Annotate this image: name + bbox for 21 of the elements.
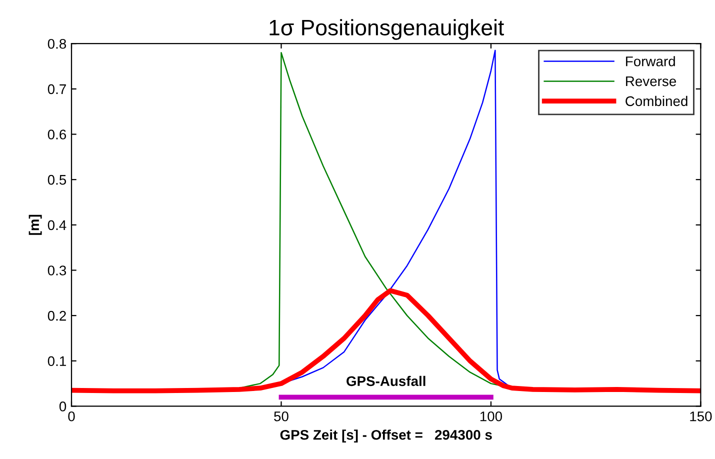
y-tick-label: 0.5 [48,174,66,185]
x-tick-label: 100 [480,411,502,422]
y-tick-label: 0.8 [48,38,66,49]
x-tick-label: 150 [690,411,712,422]
annotation: GPS-Ausfall [346,376,426,386]
y-tick-label: 0 [59,402,66,412]
y-tick-label: 0.4 [48,220,66,230]
y-tick-label: 0.3 [48,266,66,276]
x-axis-title: GPS Zeit [s] - Offset = 294300 s [280,430,492,443]
line-series [72,288,701,394]
x-tick-label: 0 [68,411,75,422]
y-tick-label: 0.2 [48,310,66,321]
chart-title: 1σ Positionsgenauigkeit [270,19,504,40]
legend-label: Reverse [626,76,676,86]
y-axis-title: [m] [28,214,42,235]
x-tick-label: 50 [274,411,288,422]
legend-label: Combined [626,96,688,106]
legend-label: Forward [626,56,675,66]
y-tick-label: 0.1 [48,356,66,366]
y-tick-label: 0.6 [48,130,66,140]
y-tick-label: 0.7 [48,84,66,94]
